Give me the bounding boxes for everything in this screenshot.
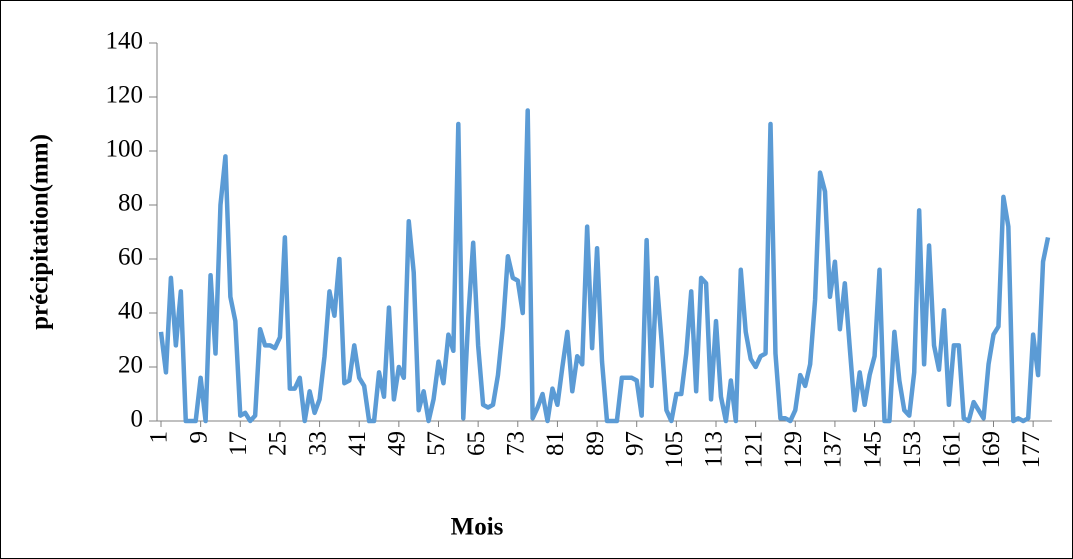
x-tick-label: 73 xyxy=(503,431,530,456)
x-tick-label: 161 xyxy=(939,431,966,469)
x-tick-label: 49 xyxy=(384,431,411,456)
x-tick-label: 169 xyxy=(978,431,1005,469)
y-tick-label: 40 xyxy=(118,298,143,325)
x-tick-label: 177 xyxy=(1018,431,1045,469)
y-tick-label: 120 xyxy=(106,82,144,109)
x-tick-label: 33 xyxy=(304,431,331,456)
x-tick-label: 145 xyxy=(859,431,886,469)
x-tick-label: 57 xyxy=(423,431,450,456)
x-tick-label: 1 xyxy=(146,431,173,444)
x-axis-label: Mois xyxy=(451,514,504,541)
y-tick-label: 20 xyxy=(118,352,143,379)
x-tick-label: 81 xyxy=(542,431,569,456)
y-tick-label: 0 xyxy=(131,406,144,433)
y-tick-label: 140 xyxy=(106,28,144,55)
x-tick-label: 89 xyxy=(582,431,609,456)
y-axis-label: précipitation(mm) xyxy=(27,134,54,330)
x-tick-label: 153 xyxy=(899,431,926,469)
x-tick-label: 97 xyxy=(621,431,648,456)
x-tick-label: 113 xyxy=(701,431,728,468)
x-tick-label: 9 xyxy=(185,431,212,444)
y-tick-label: 80 xyxy=(118,190,143,217)
y-tick-label: 100 xyxy=(106,136,144,163)
x-tick-label: 121 xyxy=(740,431,767,469)
x-tick-label: 41 xyxy=(344,431,371,456)
x-tick-label: 25 xyxy=(265,431,292,456)
y-tick-label: 60 xyxy=(118,244,143,271)
x-tick-label: 17 xyxy=(225,431,252,456)
x-tick-label: 137 xyxy=(820,431,847,469)
data-line xyxy=(158,108,1051,424)
x-tick-label: 105 xyxy=(661,431,688,469)
x-tick-label: 129 xyxy=(780,431,807,469)
x-tick-label: 65 xyxy=(463,431,490,456)
